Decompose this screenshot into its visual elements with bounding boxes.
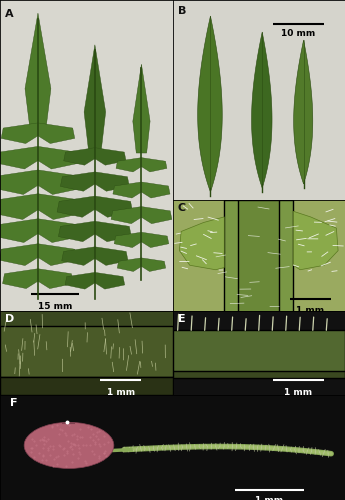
Polygon shape (62, 247, 95, 266)
Polygon shape (65, 272, 95, 289)
FancyBboxPatch shape (238, 200, 279, 312)
Polygon shape (198, 16, 222, 192)
Polygon shape (141, 158, 167, 172)
Text: 1 mm: 1 mm (284, 388, 313, 398)
Polygon shape (38, 244, 77, 266)
Text: F: F (10, 398, 18, 408)
Polygon shape (38, 218, 80, 242)
Polygon shape (116, 158, 141, 172)
FancyBboxPatch shape (224, 200, 293, 312)
Polygon shape (38, 123, 75, 144)
Polygon shape (95, 272, 125, 289)
Polygon shape (179, 217, 224, 270)
Polygon shape (141, 232, 169, 248)
Polygon shape (38, 194, 84, 220)
Text: 1 mm: 1 mm (107, 388, 135, 398)
Text: A: A (5, 10, 14, 20)
Polygon shape (95, 196, 133, 218)
Polygon shape (84, 45, 106, 150)
Polygon shape (25, 13, 51, 130)
Polygon shape (141, 182, 170, 198)
Polygon shape (0, 170, 38, 194)
Polygon shape (1, 123, 38, 144)
Ellipse shape (24, 422, 114, 469)
FancyBboxPatch shape (172, 372, 345, 378)
Polygon shape (133, 64, 150, 153)
Polygon shape (117, 258, 141, 272)
Polygon shape (0, 244, 38, 266)
Polygon shape (95, 172, 129, 191)
Polygon shape (141, 206, 172, 224)
Polygon shape (64, 148, 95, 165)
Polygon shape (111, 206, 141, 224)
Polygon shape (38, 170, 82, 194)
Polygon shape (38, 146, 78, 169)
Text: D: D (5, 314, 14, 324)
FancyBboxPatch shape (0, 326, 172, 376)
FancyBboxPatch shape (0, 376, 172, 395)
Polygon shape (293, 211, 338, 270)
Text: 15 mm: 15 mm (38, 302, 72, 310)
Polygon shape (0, 146, 38, 169)
Polygon shape (2, 268, 38, 288)
Polygon shape (113, 182, 141, 198)
Polygon shape (95, 148, 126, 165)
Text: E: E (178, 314, 185, 324)
Polygon shape (38, 268, 73, 288)
FancyBboxPatch shape (172, 330, 345, 374)
Polygon shape (141, 258, 166, 272)
Polygon shape (114, 232, 141, 248)
Polygon shape (252, 32, 272, 188)
Polygon shape (95, 221, 131, 242)
Text: 1 mm: 1 mm (255, 496, 283, 500)
Text: C: C (178, 204, 186, 214)
Polygon shape (58, 221, 95, 242)
Text: 1 mm: 1 mm (296, 306, 325, 315)
Text: 10 mm: 10 mm (281, 29, 316, 38)
Polygon shape (60, 172, 95, 191)
Polygon shape (0, 194, 38, 220)
Text: B: B (178, 6, 186, 16)
Polygon shape (95, 247, 128, 266)
Polygon shape (294, 40, 313, 184)
Polygon shape (0, 218, 38, 242)
Polygon shape (57, 196, 95, 218)
